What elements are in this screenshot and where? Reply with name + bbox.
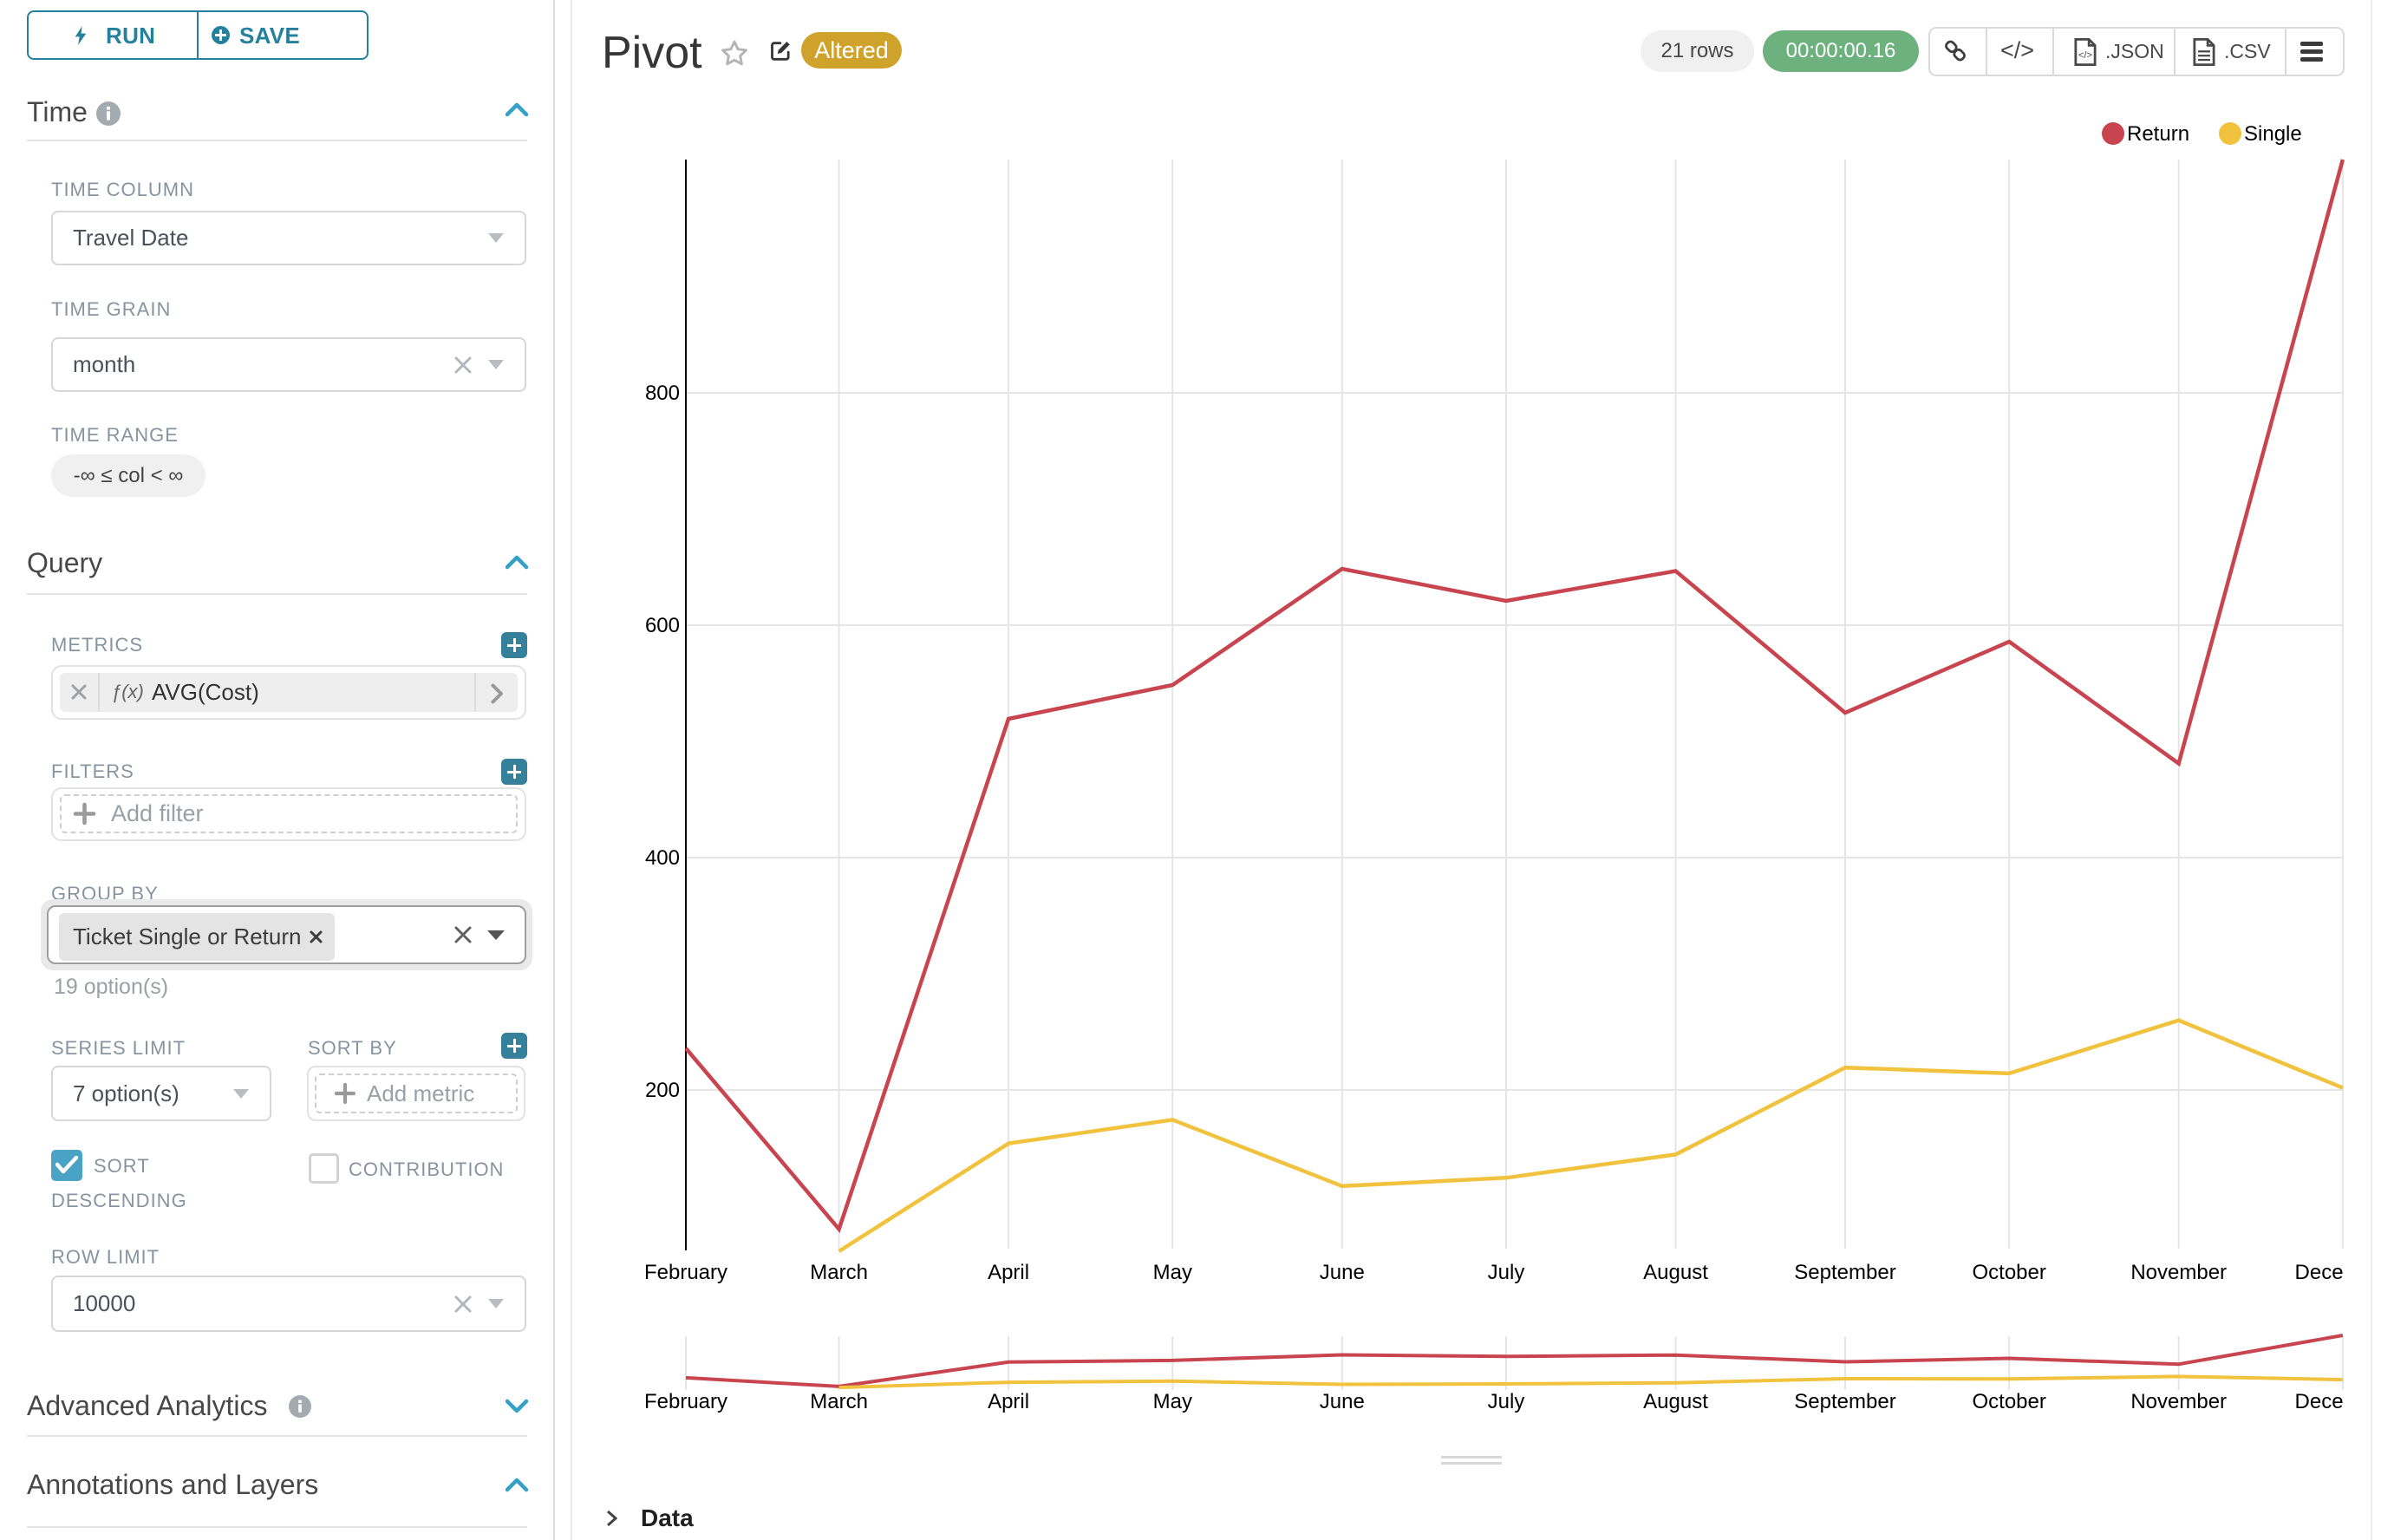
svg-text:September: September [1794,1390,1895,1413]
svg-text:October: October [1973,1261,2046,1284]
svg-text:February: February [644,1390,727,1413]
svg-text:December: December [2295,1261,2345,1284]
svg-text:July: July [1488,1261,1525,1284]
svg-text:Single: Single [2244,122,2302,146]
svg-text:August: August [1643,1390,1708,1413]
svg-text:October: October [1973,1390,2046,1413]
svg-text:200: 200 [645,1079,680,1102]
svg-text:November: November [2130,1261,2227,1284]
svg-text:</>: </> [2078,50,2092,61]
svg-text:March: March [810,1390,868,1413]
svg-text:400: 400 [645,846,680,870]
svg-text:July: July [1488,1390,1525,1413]
svg-text:November: November [2130,1390,2227,1413]
svg-text:April: April [988,1390,1029,1413]
svg-text:December: December [2295,1390,2345,1413]
svg-text:May: May [1153,1261,1192,1284]
svg-text:April: April [988,1261,1029,1284]
svg-text:March: March [810,1261,868,1284]
svg-text:February: February [644,1261,727,1284]
svg-text:May: May [1153,1390,1192,1413]
svg-text:June: June [1320,1390,1365,1413]
svg-text:600: 600 [645,614,680,637]
svg-text:September: September [1794,1261,1895,1284]
svg-text:August: August [1643,1261,1708,1284]
svg-text:June: June [1320,1261,1365,1284]
svg-text:Return: Return [2127,122,2189,146]
svg-text:800: 800 [645,382,680,405]
